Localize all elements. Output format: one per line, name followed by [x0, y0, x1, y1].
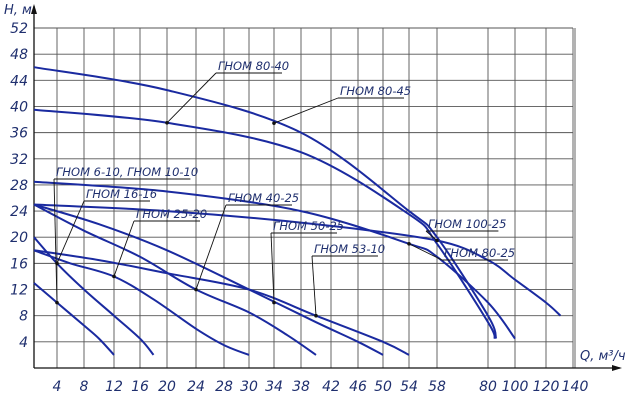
y-tick-label: 16 — [10, 256, 28, 272]
x-tick-label: 140 — [562, 379, 589, 395]
y-tick-label: 40 — [10, 99, 28, 115]
y-axis-title: H, м — [4, 3, 32, 18]
label-anchor-dot — [194, 287, 198, 292]
series-label: ГНОМ 53-10 — [314, 242, 385, 256]
x-tick-label: 120 — [533, 379, 560, 395]
y-tick-label: 8 — [19, 309, 28, 325]
label-anchor-dot — [55, 261, 59, 266]
label-anchor-dot — [272, 121, 276, 125]
y-tick-label: 12 — [10, 283, 28, 299]
label-anchor-dot — [435, 238, 439, 243]
series-label: ГНОМ 40-25 — [228, 191, 299, 205]
series-label: ГНОМ 100-25 — [428, 217, 506, 231]
label-leader-line — [113, 220, 135, 277]
label-leader-line — [311, 255, 317, 316]
label-leader-line — [408, 243, 443, 261]
x-tick-label: 50 — [374, 379, 392, 395]
x-tick-label: 100 — [502, 379, 529, 395]
y-tick-label: 4 — [19, 335, 28, 351]
series-line — [33, 249, 250, 356]
label-leader-line — [195, 204, 227, 290]
x-tick-label: 12 — [105, 379, 123, 395]
x-tick-label: 30 — [240, 379, 258, 395]
x-tick-label: 4 — [53, 379, 62, 395]
label-leader-line — [56, 200, 85, 264]
series-line — [33, 66, 498, 339]
y-tick-label: 32 — [10, 152, 28, 168]
label-anchor-dot — [272, 300, 276, 305]
y-tick-label: 44 — [10, 73, 28, 89]
series-line — [33, 282, 115, 356]
series-label: ГНОМ 80-45 — [340, 84, 411, 98]
label-anchor-dot — [55, 300, 59, 305]
series-label: ГНОМ 80-40 — [218, 59, 289, 73]
y-tick-label: 52 — [10, 21, 28, 37]
y-tick-label: 48 — [10, 47, 28, 63]
label-anchor-dot — [165, 121, 169, 125]
label-leader-line — [166, 72, 217, 124]
x-tick-label: 28 — [215, 379, 233, 395]
label-leader-line — [425, 230, 438, 241]
x-tick-label: 80 — [479, 379, 497, 395]
x-tick-label: 58 — [428, 379, 446, 395]
series-label: ГНОМ 25-20 — [136, 207, 207, 221]
series-label: ГНОМ 80-25 — [444, 246, 515, 260]
y-tick-label: 28 — [10, 178, 28, 194]
series-line — [33, 249, 410, 356]
x-tick-label: 38 — [292, 379, 310, 395]
x-tick-label: 24 — [187, 379, 205, 395]
series-group — [33, 66, 562, 356]
x-tick-labels: 4 8 12 16 20 24 28 30 34 38 42 46 50 54 58 80 100 120 140 — [53, 379, 589, 395]
axes — [31, 4, 622, 371]
x-tick-label: 46 — [349, 379, 367, 395]
label-anchor-dot — [314, 313, 318, 318]
grid — [34, 27, 576, 368]
series-line — [33, 180, 516, 340]
series-label: ГНОМ 50-25 — [273, 219, 344, 233]
label-anchor-dot — [407, 241, 411, 246]
y-tick-label: 36 — [10, 126, 28, 142]
y-tick-label: 20 — [10, 230, 28, 246]
x-tick-label: 16 — [131, 379, 149, 395]
label-leader-line — [53, 178, 58, 303]
x-tick-label: 20 — [158, 379, 176, 395]
series-line — [33, 236, 155, 356]
x-axis-arrow-icon — [612, 365, 622, 371]
x-tick-label: 8 — [80, 379, 89, 395]
y-axis-arrow-icon — [31, 4, 37, 14]
label-leader-line — [270, 232, 275, 303]
x-axis-title: Q, м³/ч — [580, 349, 626, 364]
x-tick-label: 42 — [322, 379, 340, 395]
series-label: ГНОМ 16-16 — [86, 187, 157, 201]
series-line — [33, 108, 496, 340]
series-labels: ГНОМ 80-40 ГНОМ 80-45 ГНОМ 6-10, ГНОМ 10-1… — [53, 59, 515, 318]
y-tick-label: 24 — [10, 204, 28, 220]
label-anchor-dot — [112, 274, 116, 279]
x-tick-label: 54 — [400, 379, 418, 395]
x-tick-label: 34 — [265, 379, 283, 395]
series-label: ГНОМ 6-10, ГНОМ 10-10 — [56, 165, 198, 179]
label-leader-line — [273, 97, 339, 124]
